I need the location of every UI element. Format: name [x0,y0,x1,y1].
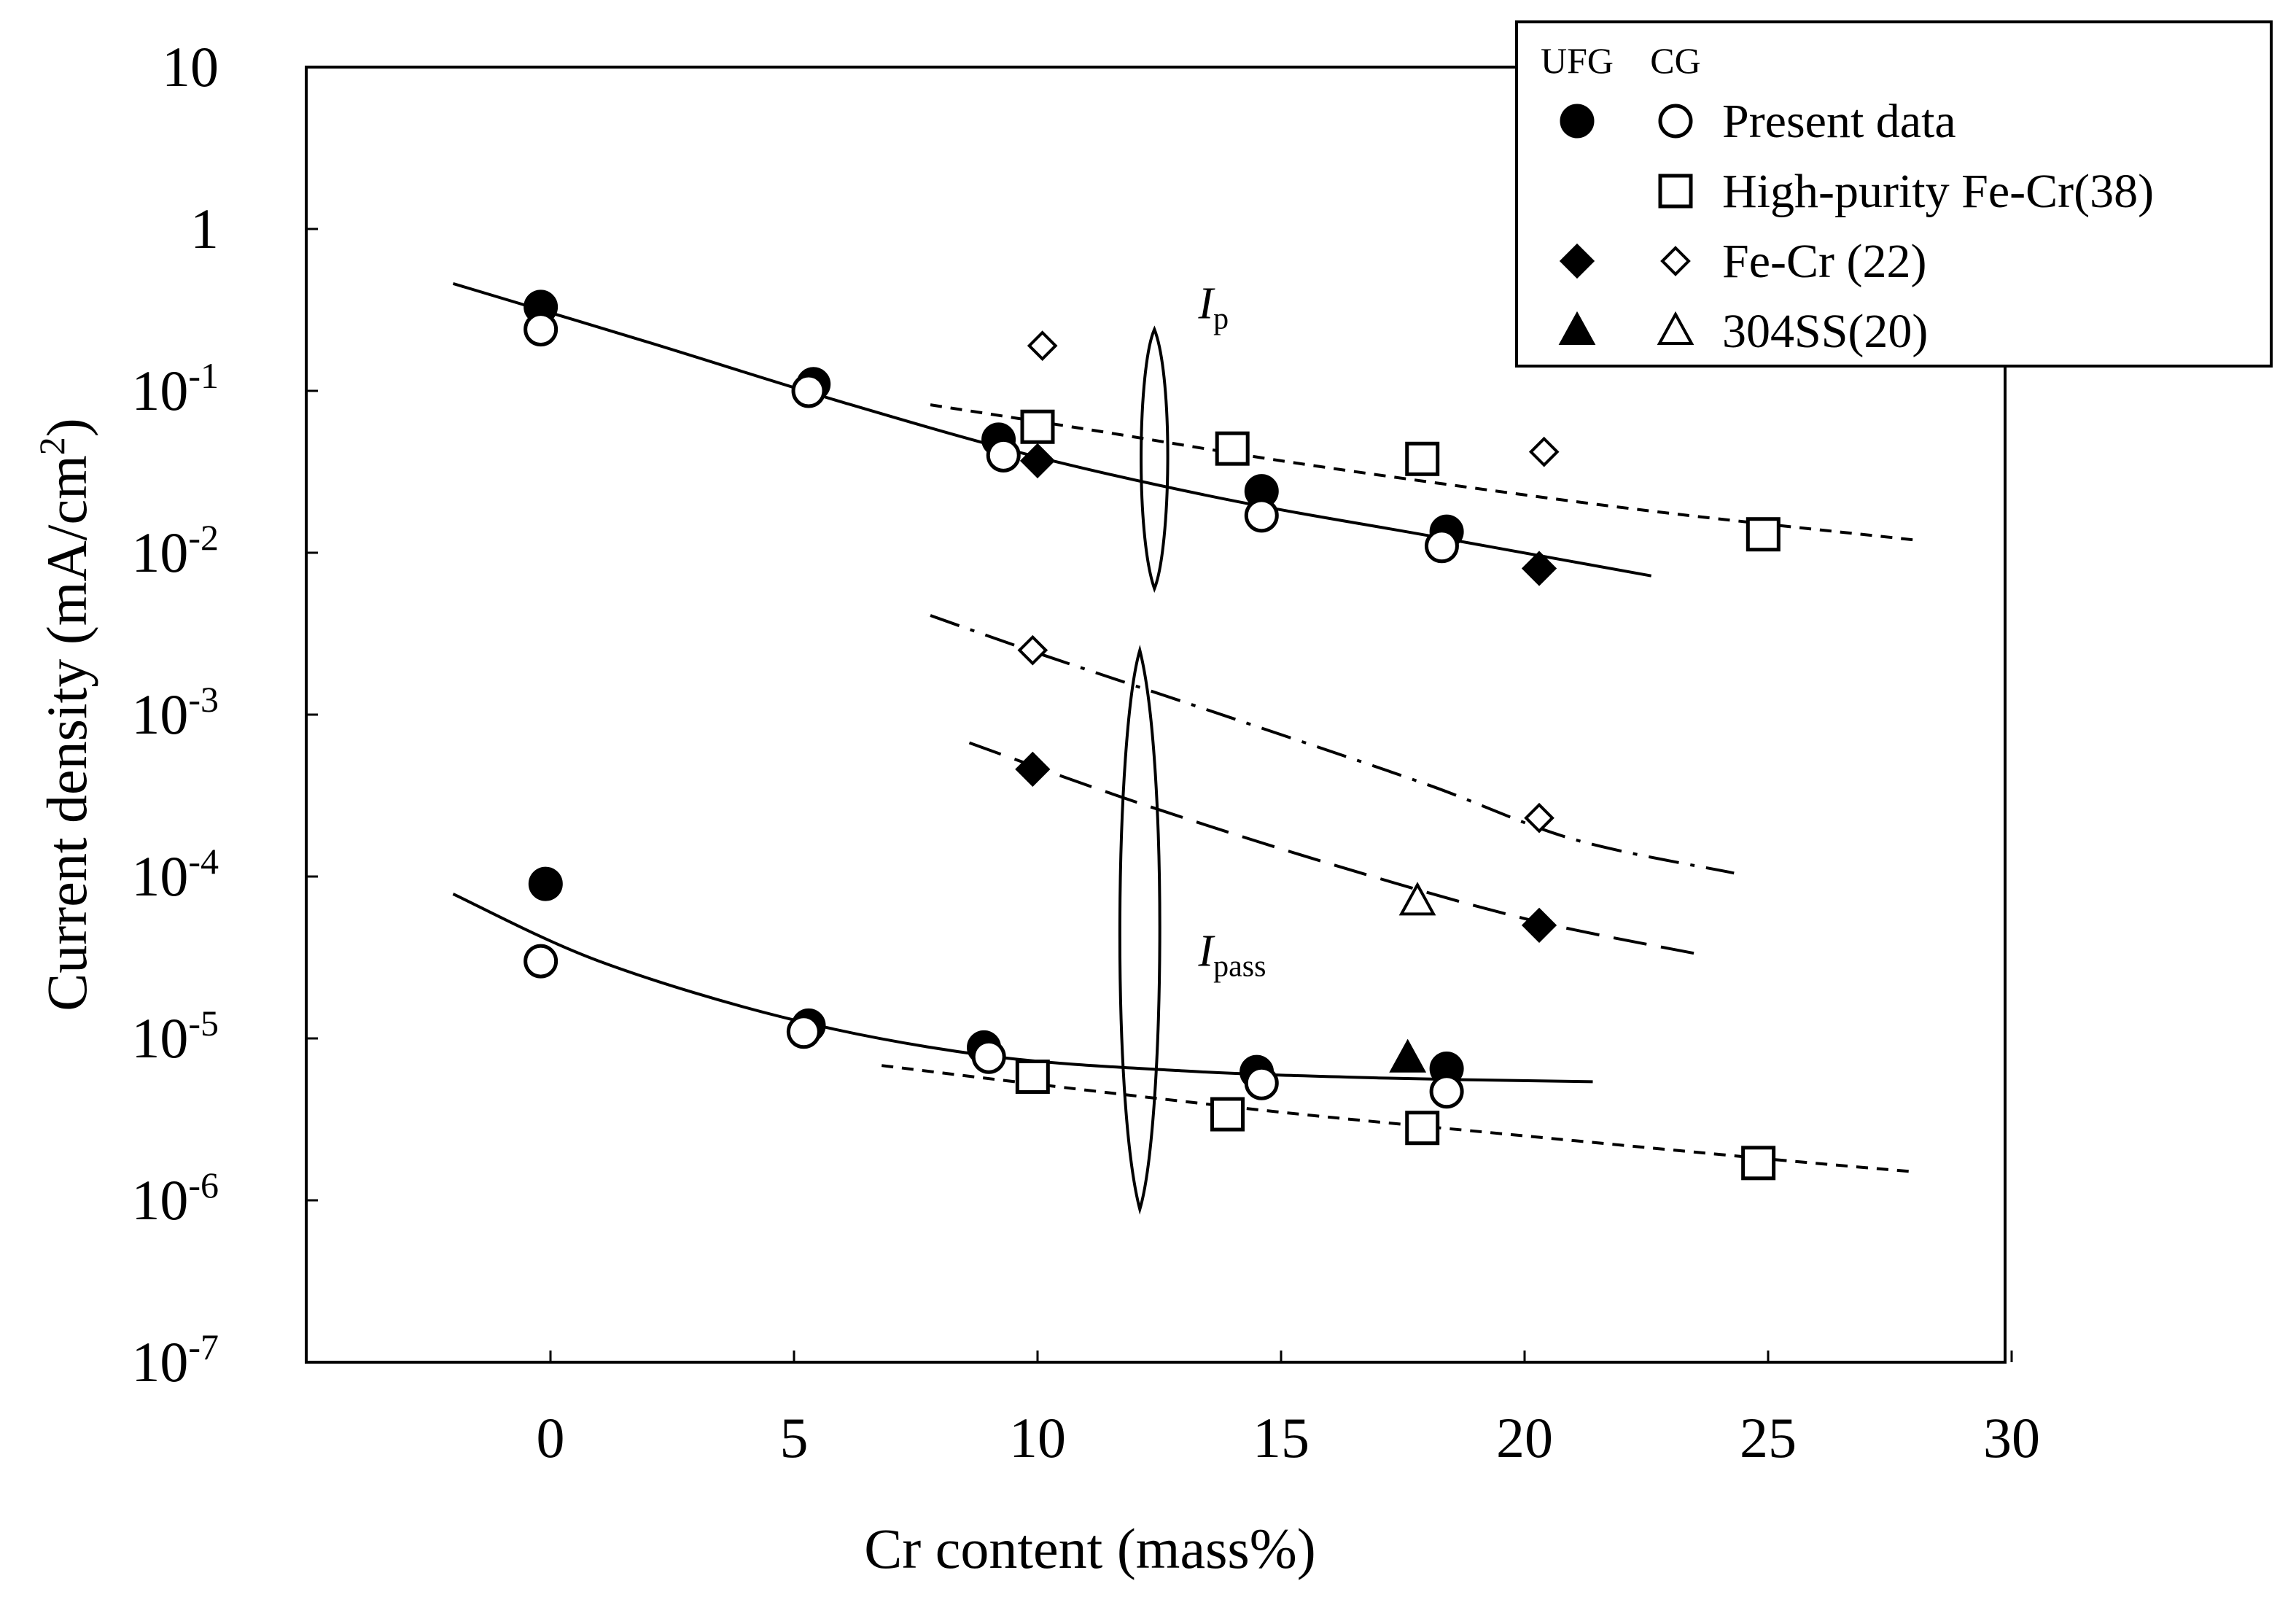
data-point [1017,634,1048,666]
annotations: Ip Ipass [1197,279,1266,984]
legend-marker-cg [1658,104,1693,139]
data-point [1019,443,1056,478]
x-tick-label: 15 [1253,1406,1310,1469]
y-tick-label: 10 [162,35,219,98]
legend-marker-cg [1658,174,1693,209]
ipass-label: Ipass [1197,927,1266,984]
x-tick-label: 10 [1009,1406,1066,1469]
x-axis-label: Cr content (mass%) [864,1517,1316,1580]
legend-marker-ufg [1560,104,1595,139]
data-point [1429,1074,1464,1109]
data-point [1015,751,1051,787]
data-point [1210,1097,1245,1132]
legend-marker-ufg [1558,311,1596,345]
legend-entries: Present data High-purity Fe-Cr(38) Fe-Cr (… [1558,95,2154,358]
y-tick-label: 10-1 [131,355,219,422]
data-point [1020,409,1055,444]
y-tick-label: 10-7 [131,1326,219,1394]
data-point [1746,517,1781,552]
grouping-ellipses [1118,325,1170,1215]
legend-header-ufg: UFG [1541,40,1614,81]
data-point [1741,1146,1776,1181]
legend: UFG CG Present data High-purity Fe-Cr(38)… [1515,20,2273,368]
ip-group-ellipse [1140,325,1170,593]
data-point [1521,551,1557,586]
y-tick-label: 10-3 [131,679,219,746]
legend-header-cg: CG [1650,40,1700,81]
legend-label: 304SS(20) [1722,305,1928,358]
data-point [1244,1065,1279,1100]
y-axis-ticks: 10 1 10-1 10-2 10-3 10-4 10-5 10-6 10-7 [131,35,318,1394]
legend-label: Fe-Cr (22) [1722,235,1926,288]
data-point [1027,330,1058,361]
y-tick-label: 10-2 [131,517,219,584]
data-markers [524,290,1781,1181]
data-point [528,866,563,901]
data-point [524,944,559,979]
data-point [1424,529,1459,564]
data-point [1215,431,1250,466]
legend-marker-cg [1657,311,1694,345]
fit-lines [452,281,1915,1173]
data-point [786,1014,821,1049]
fit-ipass-present [452,893,1593,1084]
y-tick-label: 1 [190,197,219,260]
data-point [1398,882,1436,916]
data-point [1405,1111,1440,1146]
data-point [791,373,826,408]
fit-ipass-fecr-solid [968,741,1700,956]
x-tick-label: 30 [1983,1406,2040,1469]
data-point [1521,907,1557,943]
y-axis-label: Current density (mA/cm2) [31,418,98,1011]
fit-ip-highpurity [930,403,1915,542]
data-point [1389,1038,1427,1073]
data-point [1405,441,1440,476]
legend-marker-cg [1660,246,1691,276]
y-tick-label: 10-5 [131,1003,219,1070]
data-point [524,312,559,347]
data-point [1528,436,1560,467]
x-axis-ticks: 0 5 10 15 20 25 30 [537,1351,2040,1469]
data-point [1244,498,1279,533]
data-point [1015,1060,1050,1095]
ipass-group-ellipse [1118,644,1161,1215]
legend-label: Present data [1722,95,1956,148]
x-tick-label: 20 [1496,1406,1553,1469]
data-point [1524,802,1554,834]
x-tick-label: 5 [780,1406,809,1469]
data-point [986,438,1021,473]
x-tick-label: 0 [537,1406,565,1469]
legend-box [1515,20,2273,368]
y-tick-label: 10-6 [131,1165,219,1232]
y-tick-label: 10-4 [131,841,219,908]
fit-ipass-fecr-open [930,614,1735,875]
x-tick-label: 25 [1740,1406,1797,1469]
ip-label: Ip [1197,279,1229,336]
legend-label: High-purity Fe-Cr(38) [1722,165,2154,218]
data-point [971,1039,1006,1074]
legend-marker-ufg [1559,243,1595,279]
